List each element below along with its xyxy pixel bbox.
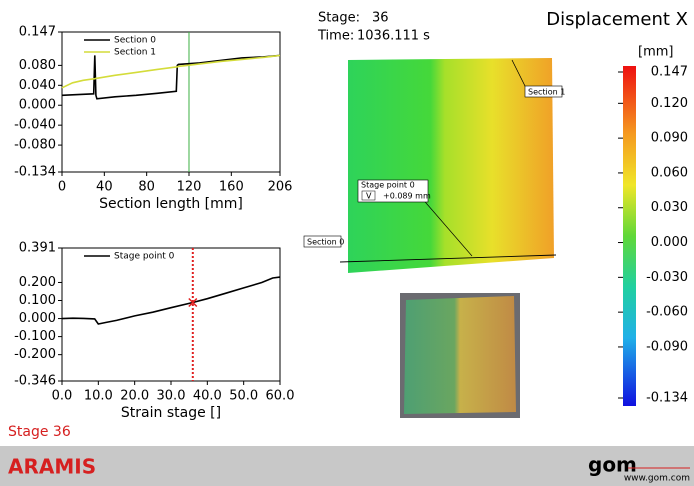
y-tick-label: 0.391 <box>19 241 56 256</box>
y-tick-label: 0.147 <box>19 25 56 40</box>
x-tick-label: 50.0 <box>229 389 258 404</box>
stage-point-leader <box>419 195 473 257</box>
colorbar-tick-label: 0.147 <box>651 65 688 80</box>
legend-label: Section 1 <box>114 48 156 58</box>
colorbar <box>623 66 636 406</box>
colorbar-tick-label: -0.030 <box>646 270 688 285</box>
colorbar-tick-label: -0.060 <box>646 305 688 320</box>
series-line <box>61 276 281 325</box>
colorbar-tick-label: 0.000 <box>651 235 688 250</box>
y-tick-label: 0.100 <box>19 293 56 308</box>
component-box <box>361 190 376 201</box>
section-0-line <box>339 254 557 263</box>
time-value: 1036.111 s <box>357 29 430 44</box>
colorbar-tick-label: -0.090 <box>646 339 688 354</box>
logo: gom <box>588 453 637 477</box>
x-tick-label: 160 <box>219 180 244 195</box>
y-tick-label: 0.200 <box>19 275 56 290</box>
displacement-map <box>348 58 554 273</box>
component-label: V <box>366 192 372 201</box>
colorbar-tick-label: 0.120 <box>651 96 688 111</box>
x-tick-label: 120 <box>177 180 202 195</box>
y-tick-label: 0.000 <box>19 98 56 113</box>
section-1-label: Section 1 <box>528 88 565 97</box>
y-tick-label: 0.080 <box>19 58 56 73</box>
x-tick-label: 40 <box>96 180 113 195</box>
label-box <box>303 235 342 248</box>
footer-bar <box>0 446 694 486</box>
y-tick-label: 0.040 <box>19 78 56 93</box>
url: www.gom.com <box>624 474 690 484</box>
y-tick-label: -0.134 <box>14 165 56 180</box>
y-tick-label: -0.100 <box>14 329 56 344</box>
stage-point-label: Stage point 0 <box>361 181 415 190</box>
point-value: +0.089 mm <box>383 192 431 201</box>
x-tick-label: 20.0 <box>120 389 149 404</box>
section-0-label: Section 0 <box>307 238 344 247</box>
y-tick-label: -0.346 <box>14 374 56 389</box>
y-tick-label: -0.040 <box>14 118 56 133</box>
x-tick-label: 60.0 <box>266 389 295 404</box>
view-title: Displacement X <box>546 9 688 30</box>
camera-specimen <box>404 296 516 414</box>
status-stage: Stage 36 <box>8 424 71 440</box>
legend-label: Stage point 0 <box>114 252 175 262</box>
legend-label: Section 0 <box>114 36 156 46</box>
x-tick-label: 30.0 <box>157 389 186 404</box>
point-marker <box>188 297 198 308</box>
product-name: ARAMIS <box>8 455 96 479</box>
x-tick-label: 206 <box>268 180 293 195</box>
series-line <box>61 54 281 89</box>
colorbar-tick-label: 0.030 <box>651 200 688 215</box>
x-tick-label: 0.0 <box>52 389 73 404</box>
x-tick-label: 80 <box>138 180 155 195</box>
label-box <box>524 85 563 98</box>
colorbar-unit: [mm] <box>638 45 673 60</box>
time-label: Time: <box>317 29 354 44</box>
series-line <box>61 54 281 100</box>
section-1-line <box>511 59 528 91</box>
plot-frame <box>61 247 281 382</box>
x-tick-label: 10.0 <box>84 389 113 404</box>
plot-frame <box>61 31 281 173</box>
x-tick-label: 40.0 <box>193 389 222 404</box>
x-axis-label: Strain stage [] <box>121 405 221 421</box>
colorbar-tick-label: -0.134 <box>646 391 688 406</box>
label-box <box>357 179 429 203</box>
x-tick-label: 0 <box>58 180 66 195</box>
y-tick-label: -0.080 <box>14 138 56 153</box>
stage-label: Stage: <box>318 11 360 26</box>
stage-value: 36 <box>372 11 389 26</box>
colorbar-tick-label: 0.090 <box>651 131 688 146</box>
y-tick-label: -0.200 <box>14 347 56 362</box>
x-axis-label: Section length [mm] <box>99 196 243 212</box>
colorbar-tick-label: 0.060 <box>651 165 688 180</box>
y-tick-label: 0.000 <box>19 311 56 326</box>
